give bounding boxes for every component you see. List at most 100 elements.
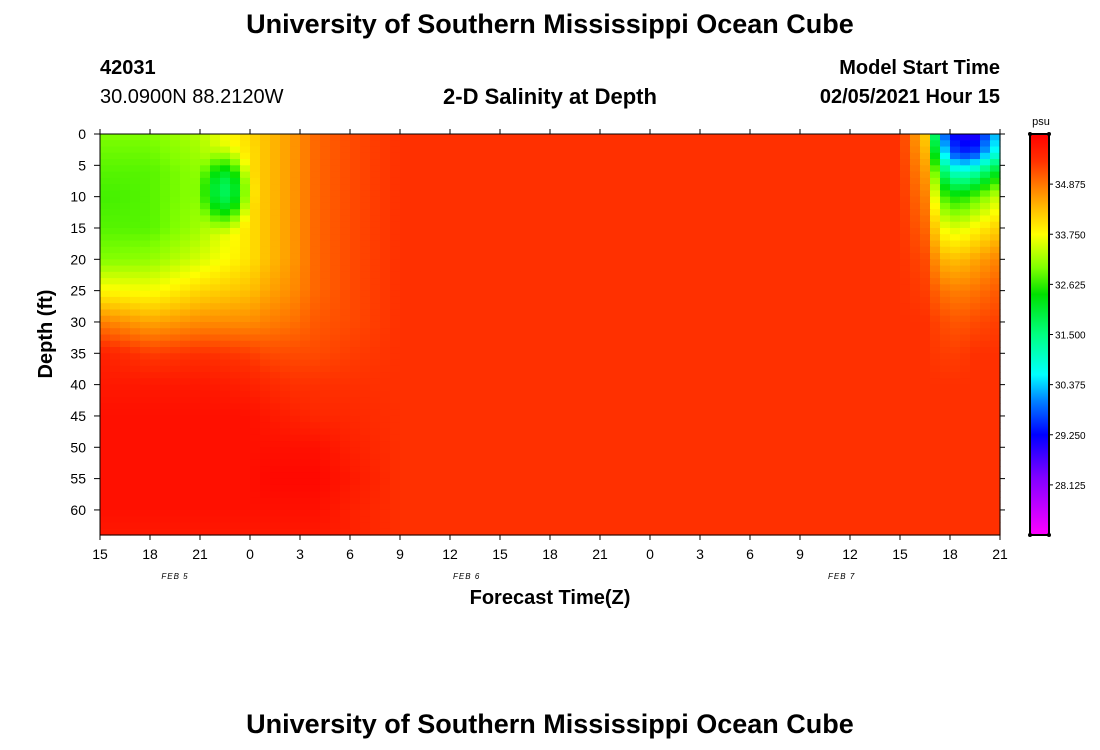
heatmap-cell bbox=[250, 196, 261, 204]
heatmap-cell bbox=[430, 378, 441, 386]
heatmap-cell bbox=[160, 265, 171, 273]
heatmap-cell bbox=[420, 234, 431, 242]
heatmap-cell bbox=[190, 315, 201, 323]
heatmap-cell bbox=[770, 415, 781, 423]
heatmap-cell bbox=[770, 265, 781, 273]
heatmap-cell bbox=[330, 221, 341, 229]
heatmap-cell bbox=[810, 403, 821, 411]
heatmap-cell bbox=[370, 221, 381, 229]
heatmap-cell bbox=[340, 215, 351, 223]
heatmap-cell bbox=[360, 347, 371, 354]
heatmap-cell bbox=[940, 372, 951, 379]
heatmap-cell bbox=[190, 259, 201, 267]
heatmap-cell bbox=[230, 378, 241, 386]
heatmap-cell bbox=[530, 202, 541, 210]
heatmap-cell bbox=[350, 353, 361, 361]
heatmap-cell bbox=[410, 328, 421, 336]
heatmap-cell bbox=[620, 428, 631, 436]
model-start-value: 02/05/2021 Hour 15 bbox=[819, 86, 1000, 108]
heatmap-cell bbox=[740, 240, 751, 248]
heatmap-cell bbox=[620, 171, 631, 179]
heatmap-cell bbox=[890, 466, 901, 473]
heatmap-cell bbox=[600, 365, 611, 373]
heatmap-cell bbox=[520, 415, 531, 423]
heatmap-cell bbox=[190, 378, 201, 386]
heatmap-cell bbox=[990, 265, 1001, 273]
heatmap-cell bbox=[480, 384, 491, 392]
heatmap-cell bbox=[460, 390, 471, 398]
heatmap-cell bbox=[610, 340, 621, 348]
heatmap-cell bbox=[180, 234, 191, 242]
heatmap-cell bbox=[230, 227, 241, 235]
heatmap-cell bbox=[900, 234, 911, 242]
heatmap-cell bbox=[720, 321, 731, 329]
heatmap-cell bbox=[130, 472, 141, 480]
heatmap-cell bbox=[140, 184, 151, 191]
heatmap-cell bbox=[600, 303, 611, 311]
heatmap-cell bbox=[400, 171, 411, 179]
heatmap-cell bbox=[510, 353, 521, 361]
heatmap-cell bbox=[740, 202, 751, 210]
heatmap-cell bbox=[930, 459, 941, 467]
heatmap-cell bbox=[760, 259, 771, 267]
heatmap-cell bbox=[280, 409, 291, 417]
heatmap-cell bbox=[710, 265, 721, 273]
heatmap-cell bbox=[470, 253, 481, 260]
heatmap-cell bbox=[960, 134, 971, 141]
heatmap-cell bbox=[750, 227, 761, 235]
heatmap-cell bbox=[890, 409, 901, 417]
heatmap-cell bbox=[310, 159, 321, 166]
heatmap-cell bbox=[820, 340, 831, 348]
heatmap-cell bbox=[910, 378, 921, 386]
heatmap-cell bbox=[750, 409, 761, 417]
heatmap-cell bbox=[810, 472, 821, 480]
heatmap-cell bbox=[500, 434, 511, 442]
heatmap-cell bbox=[600, 372, 611, 379]
heatmap-cell bbox=[800, 171, 811, 179]
heatmap-cell bbox=[420, 372, 431, 379]
heatmap-cell bbox=[870, 165, 881, 173]
heatmap-cell bbox=[940, 146, 951, 154]
heatmap-cell bbox=[930, 253, 941, 260]
heatmap-cell bbox=[690, 415, 701, 423]
heatmap-cell bbox=[480, 365, 491, 373]
heatmap-cell bbox=[460, 265, 471, 273]
heatmap-cell bbox=[310, 428, 321, 436]
heatmap-cell bbox=[250, 334, 261, 342]
heatmap-cell bbox=[210, 202, 221, 210]
heatmap-cell bbox=[610, 378, 621, 386]
heatmap-cell bbox=[900, 190, 911, 198]
heatmap-cell bbox=[240, 221, 251, 229]
heatmap-cell bbox=[440, 296, 451, 304]
heatmap-cell bbox=[180, 378, 191, 386]
heatmap-cell bbox=[830, 428, 841, 436]
heatmap-cell bbox=[790, 246, 801, 254]
heatmap-cell bbox=[840, 196, 851, 204]
heatmap-cell bbox=[810, 165, 821, 173]
heatmap-cell bbox=[910, 159, 921, 166]
heatmap-cell bbox=[990, 202, 1001, 210]
heatmap-cell bbox=[480, 434, 491, 442]
heatmap-cell bbox=[840, 240, 851, 248]
heatmap-cell bbox=[860, 415, 871, 423]
heatmap-cell bbox=[260, 290, 271, 298]
heatmap-cell bbox=[760, 328, 771, 336]
heatmap-cell bbox=[830, 334, 841, 342]
heatmap-cell bbox=[420, 309, 431, 317]
heatmap-cell bbox=[510, 246, 521, 254]
heatmap-cell bbox=[260, 334, 271, 342]
heatmap-cell bbox=[870, 159, 881, 166]
heatmap-cell bbox=[870, 422, 881, 430]
heatmap-cell bbox=[610, 271, 621, 279]
heatmap-cell bbox=[230, 134, 241, 141]
heatmap-cell bbox=[620, 290, 631, 298]
heatmap-cell bbox=[320, 384, 331, 392]
heatmap-cell bbox=[420, 271, 431, 279]
heatmap-cell bbox=[590, 384, 601, 392]
heatmap-cell bbox=[650, 372, 661, 379]
heatmap-cell bbox=[650, 434, 661, 442]
heatmap-cell bbox=[860, 472, 871, 480]
heatmap-cell bbox=[220, 378, 231, 386]
heatmap-cell bbox=[500, 415, 511, 423]
heatmap-cell bbox=[410, 234, 421, 242]
